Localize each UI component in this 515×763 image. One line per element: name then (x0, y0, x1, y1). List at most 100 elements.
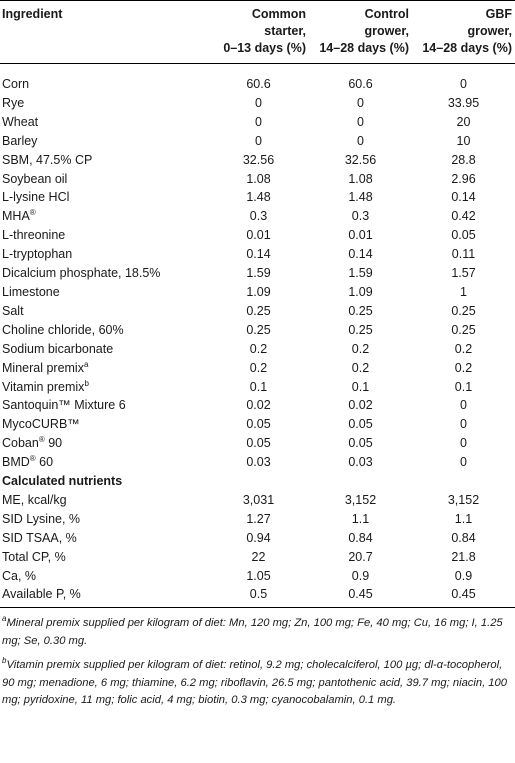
control-grower-value: 60.6 (348, 77, 373, 91)
common-starter-value: 0.05 (246, 417, 271, 432)
ingredient-cell: SBM, 47.5% CP (0, 151, 208, 170)
common-starter-value: 0.2 (249, 341, 268, 356)
footnote-b-text: Vitamin premix supplied per kilogram of … (2, 659, 507, 707)
gbf-grower-value: 0.11 (451, 247, 476, 262)
gbf-grower-value: 0.9 (454, 568, 473, 583)
control-grower-value: 0.2 (351, 360, 370, 375)
table-row: Wheat 0 0 20 (0, 113, 515, 132)
control-grower-value: 0.05 (348, 436, 373, 451)
common-starter-value: 22 (251, 549, 266, 564)
common-starter-value: 1.09 (246, 284, 271, 299)
common-starter-value: 0.2 (249, 360, 268, 375)
ingredient-suffix: 90 (44, 436, 63, 451)
ingredient-cell: Barley (0, 132, 208, 151)
header-control-grower-line3: 14–28 days (%) (319, 41, 409, 55)
common-starter-value: 60.6 (246, 77, 271, 91)
common-starter-value: 0.02 (246, 398, 271, 413)
ingredient-name: Wheat (2, 114, 39, 129)
table-body: Corn 60.6 60.6 0 Rye 0 0 33.95 Wheat 0 0 20 Barley 0 0… (0, 64, 515, 609)
footnote-a: aMineral premix supplied per kilogram of… (2, 615, 513, 650)
table-row: Barley 0 0 10 (0, 132, 515, 151)
nutrient-row: Total CP, % 22 20.7 21.8 (0, 548, 515, 567)
ingredient-name: Corn (2, 77, 30, 91)
gbf-grower-value: 0.84 (451, 530, 476, 545)
common-starter-value: 1.08 (246, 171, 271, 186)
gbf-grower-value: 0.42 (451, 209, 476, 224)
common-starter-value: 0.03 (246, 455, 271, 470)
control-grower-value: 0.02 (348, 398, 373, 413)
table-row: Dicalcium phosphate, 18.5% 1.59 1.59 1.57 (0, 264, 515, 283)
ingredient-cell: MHA® (0, 207, 208, 226)
table-row: BMD® 60 0.03 0.03 0 (0, 453, 515, 472)
nutrient-name: Total CP, % (2, 549, 66, 564)
header-common-starter-line3: 0–13 days (%) (223, 41, 306, 55)
gbf-grower-value: 1.1 (454, 511, 473, 526)
ingredient-name: BMD (2, 455, 30, 470)
footnote-a-mark: a (2, 614, 7, 624)
nutrient-name: Available P, % (0, 585, 208, 609)
gbf-grower-value: 1.57 (451, 266, 476, 281)
ingredient-cell: Soybean oil (0, 170, 208, 189)
gbf-grower-value: 0.2 (454, 341, 473, 356)
control-grower-value: 0 (357, 114, 364, 129)
control-grower-value: 0.03 (348, 455, 373, 470)
table-row: Salt 0.25 0.25 0.25 (0, 302, 515, 321)
ingredient-cell: L-lysine HCl (0, 188, 208, 207)
table-row: SBM, 47.5% CP 32.56 32.56 28.8 (0, 151, 515, 170)
control-grower-value: 0.84 (348, 530, 373, 545)
control-grower-value: 1.08 (348, 171, 373, 186)
section-label: Calculated nutrients (2, 474, 123, 489)
common-starter-value: 1.27 (246, 511, 271, 526)
table-row: Sodium bicarbonate 0.2 0.2 0.2 (0, 340, 515, 359)
ingredient-name: Mineral premix (2, 360, 84, 375)
footnote-b-mark: b (2, 656, 7, 666)
common-starter-value: 0.5 (208, 585, 309, 609)
gbf-grower-value: 21.8 (451, 549, 476, 564)
table-row: Soybean oil 1.08 1.08 2.96 (0, 170, 515, 189)
gbf-grower-value: 0 (460, 77, 467, 91)
table-row: L-lysine HCl 1.48 1.48 0.14 (0, 188, 515, 207)
control-grower-value: 0.25 (348, 303, 373, 318)
ingredient-name: Salt (2, 303, 24, 318)
ingredient-cell: Sodium bicarbonate (0, 340, 208, 359)
ingredient-cell: BMD® 60 (0, 453, 208, 472)
ingredient-name: Vitamin premix (2, 379, 85, 394)
table-row: MycoCURB™ 0.05 0.05 0 (0, 415, 515, 434)
gbf-grower-value: 0.2 (454, 360, 473, 375)
ingredient-name: L-threonine (2, 228, 66, 243)
gbf-grower-value: 0 (460, 455, 467, 470)
table-header: Ingredient Common starter, 0–13 days (%)… (0, 0, 515, 64)
ingredient-cell: L-threonine (0, 226, 208, 245)
ingredient-cell: Rye (0, 94, 208, 113)
common-starter-value: 0.1 (249, 379, 268, 394)
common-starter-value: 0 (255, 95, 262, 110)
ingredient-cell: Corn (0, 64, 208, 94)
nutrient-row: Available P, % 0.5 0.45 0.45 (0, 585, 515, 609)
ingredient-name: Barley (2, 133, 38, 148)
gbf-grower-value: 20 (456, 114, 471, 129)
ingredient-name: Choline chloride, 60% (2, 322, 124, 337)
header-ingredient: Ingredient (2, 7, 63, 21)
common-starter-value: 0.3 (249, 209, 268, 224)
gbf-grower-value: 0.14 (451, 190, 476, 205)
gbf-grower-value: 1 (460, 284, 467, 299)
header-common-starter-line2: starter, (264, 24, 306, 38)
table-row: Choline chloride, 60% 0.25 0.25 0.25 (0, 321, 515, 340)
control-grower-value: 20.7 (348, 549, 373, 564)
gbf-grower-value: 0.45 (412, 585, 515, 609)
common-starter-value: 0.01 (246, 228, 271, 243)
header-gbf-grower-line2: grower, (467, 24, 512, 38)
table-row: Coban® 90 0.05 0.05 0 (0, 434, 515, 453)
header-control-grower-line1: Control (364, 7, 409, 21)
header-gbf-grower-line1: GBF (485, 7, 512, 21)
ingredient-cell: Limestone (0, 283, 208, 302)
nutrient-name: ME, kcal/kg (2, 492, 67, 507)
table-row: Vitamin premixb 0.1 0.1 0.1 (0, 378, 515, 397)
ingredient-superscript: ® (38, 435, 45, 445)
control-grower-value: 3,152 (344, 492, 377, 507)
ingredient-cell: Salt (0, 302, 208, 321)
table-row: MHA® 0.3 0.3 0.42 (0, 207, 515, 226)
nutrient-name: SID TSAA, % (2, 530, 77, 545)
common-starter-value: 0.25 (246, 303, 271, 318)
ingredient-name: Coban (2, 436, 39, 451)
